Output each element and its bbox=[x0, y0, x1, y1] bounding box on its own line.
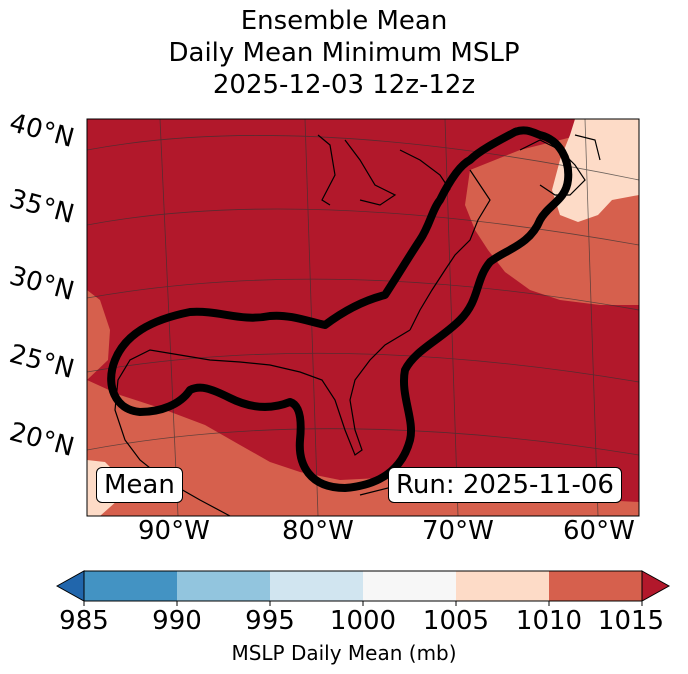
lon-label-90w: 90°W bbox=[138, 516, 210, 546]
colorbar-under-arrow bbox=[55, 570, 85, 602]
lon-label-60w: 60°W bbox=[563, 516, 635, 546]
colorbar-tick-1015: 1015 bbox=[597, 606, 665, 636]
colorbar-1005-1010 bbox=[456, 571, 549, 601]
colorbar-985-990 bbox=[84, 571, 177, 601]
colorbar-tick-1005: 1005 bbox=[422, 606, 490, 636]
colorbar-over-arrow bbox=[641, 570, 671, 602]
title-line-3: 2025-12-03 12z-12z bbox=[212, 70, 476, 100]
colorbar-tick-1000: 1000 bbox=[329, 606, 397, 636]
map-frame bbox=[86, 118, 640, 517]
map-area bbox=[87, 119, 639, 516]
mslp-contour bbox=[107, 126, 573, 492]
run-date-label: Run: 2025-11-06 bbox=[388, 467, 622, 503]
colorbar-tick-995: 995 bbox=[245, 606, 295, 636]
colorbar-1000-1005 bbox=[363, 571, 456, 601]
colorbar bbox=[55, 570, 671, 606]
colorbar-995-1000 bbox=[270, 571, 363, 601]
colorbar-label: MSLP Daily Mean (mb) bbox=[231, 641, 457, 665]
colorbar-tick-990: 990 bbox=[152, 606, 202, 636]
field-1010-1015-south bbox=[87, 290, 639, 516]
colorbar-1010-1015 bbox=[549, 571, 642, 601]
colorbar-990-995 bbox=[177, 571, 270, 601]
lon-label-80w: 80°W bbox=[282, 516, 354, 546]
colorbar-tick-985: 985 bbox=[59, 606, 109, 636]
colorbar-tick-1010: 1010 bbox=[515, 606, 583, 636]
mean-label: Mean bbox=[96, 467, 183, 503]
title-line-1: Ensemble Mean bbox=[240, 6, 448, 36]
title-line-2: Daily Mean Minimum MSLP bbox=[168, 38, 520, 68]
lon-label-70w: 70°W bbox=[422, 516, 494, 546]
field-1005-1010-northeast bbox=[552, 119, 639, 222]
